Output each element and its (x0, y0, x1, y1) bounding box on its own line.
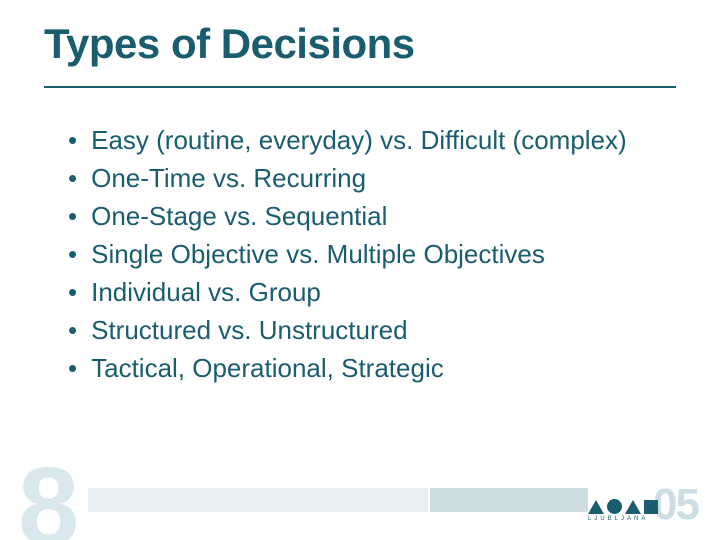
bullet-text: Easy (routine, everyday) vs. Difficult (… (91, 122, 627, 158)
bullet-text: One-Stage vs. Sequential (91, 198, 387, 234)
footer-band-dark (428, 488, 588, 512)
bullet-text: One-Time vs. Recurring (91, 160, 366, 196)
triangle-up-icon (588, 500, 604, 514)
list-item: • One-Time vs. Recurring (68, 160, 668, 196)
triangle-up-icon (625, 500, 641, 514)
square-icon (644, 500, 658, 514)
logo-shapes-icon (588, 496, 696, 514)
bullet-icon: • (68, 350, 77, 386)
list-item: • One-Stage vs. Sequential (68, 198, 668, 234)
footer-band-light (88, 488, 428, 512)
bullet-list: • Easy (routine, everyday) vs. Difficult… (68, 122, 668, 388)
list-item: • Individual vs. Group (68, 274, 668, 310)
conference-logo: LJUBLJANA (588, 496, 696, 522)
bullet-icon: • (68, 312, 77, 348)
logo-city-label: LJUBLJANA (588, 516, 696, 522)
bullet-icon: • (68, 122, 77, 158)
bullet-icon: • (68, 198, 77, 234)
list-item: • Tactical, Operational, Strategic (68, 350, 668, 386)
list-item: • Easy (routine, everyday) vs. Difficult… (68, 122, 668, 158)
bullet-icon: • (68, 274, 77, 310)
bullet-icon: • (68, 236, 77, 272)
bullet-icon: • (68, 160, 77, 196)
circle-icon (607, 499, 622, 514)
list-item: • Single Objective vs. Multiple Objectiv… (68, 236, 668, 272)
bullet-text: Single Objective vs. Multiple Objectives (91, 236, 545, 272)
bullet-text: Tactical, Operational, Strategic (91, 350, 444, 386)
title-underline (44, 86, 676, 88)
list-item: • Structured vs. Unstructured (68, 312, 668, 348)
bullet-text: Structured vs. Unstructured (91, 312, 407, 348)
footer-band (88, 488, 588, 512)
page-number: 8 (18, 452, 75, 540)
slide-title: Types of Decisions (44, 20, 415, 68)
slide: Types of Decisions • Easy (routine, ever… (0, 0, 720, 540)
bullet-text: Individual vs. Group (91, 274, 321, 310)
